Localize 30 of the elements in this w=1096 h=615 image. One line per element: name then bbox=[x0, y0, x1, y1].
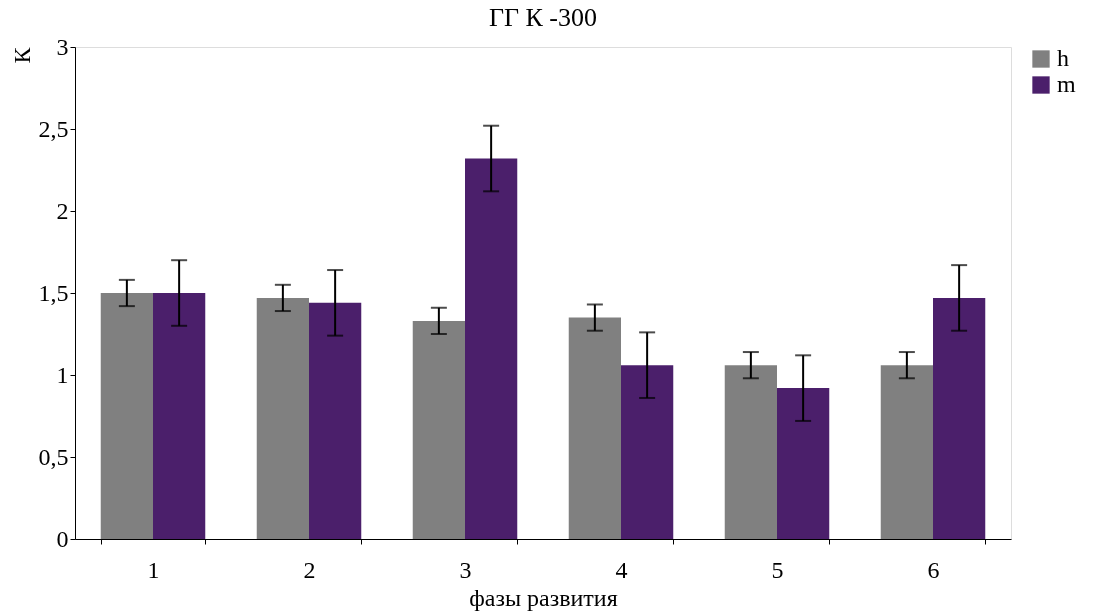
x-tick-label: 5 bbox=[771, 556, 784, 583]
bar bbox=[153, 293, 206, 539]
bar bbox=[933, 297, 986, 539]
chart-title: ГГ К -300 bbox=[488, 3, 598, 32]
bar bbox=[621, 365, 674, 539]
y-tick-label: 0,5 bbox=[38, 443, 69, 470]
x-axis-title: фазы развития bbox=[469, 584, 618, 611]
x-tick-label: 6 bbox=[927, 556, 940, 583]
y-tick-label: 0 bbox=[56, 525, 69, 552]
bar bbox=[465, 158, 518, 539]
bar bbox=[568, 317, 621, 539]
x-tick-label: 1 bbox=[147, 556, 160, 583]
bar bbox=[412, 320, 465, 539]
x-tick-label: 2 bbox=[303, 556, 316, 583]
legend-label: h bbox=[1057, 45, 1069, 71]
y-tick-label: 2,5 bbox=[38, 115, 69, 142]
x-tick-label: 4 bbox=[615, 556, 628, 583]
y-tick-label: 2 bbox=[56, 197, 69, 224]
bar bbox=[880, 365, 933, 539]
legend-label: m bbox=[1057, 71, 1076, 97]
bar bbox=[777, 388, 830, 539]
bar bbox=[100, 293, 153, 539]
y-tick-label: 1,5 bbox=[38, 279, 69, 306]
y-tick-label: 3 bbox=[56, 33, 69, 60]
y-tick-label: 1 bbox=[56, 361, 69, 388]
bar bbox=[724, 365, 777, 539]
bar bbox=[256, 297, 309, 539]
bar bbox=[309, 302, 362, 539]
y-axis-title: К bbox=[8, 46, 35, 64]
x-tick-label: 3 bbox=[459, 556, 472, 583]
